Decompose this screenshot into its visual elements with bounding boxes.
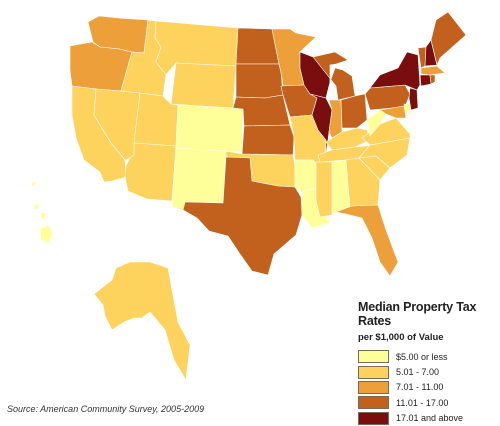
state-OH [340, 93, 368, 129]
state-HI [30, 181, 54, 244]
legend-swatch [358, 396, 389, 410]
state-SD [235, 63, 284, 99]
legend-swatch [358, 380, 389, 394]
state-MA [420, 65, 446, 76]
legend-label: 17.01 and above [396, 413, 464, 424]
state-MS [315, 161, 333, 218]
state-FL [335, 204, 399, 277]
state-AR [294, 159, 319, 193]
map-legend: Median Property Tax Rates per $1,000 of … [358, 300, 498, 426]
state-WY [170, 62, 237, 109]
state-NM [171, 147, 227, 211]
legend-label: 11.01 - 17.00 [396, 397, 449, 408]
legend-swatch [358, 365, 389, 379]
legend-label: 5.01 - 7.00 [396, 367, 440, 378]
state-CO [175, 104, 244, 153]
legend-title: Median Property Tax Rates [358, 300, 477, 328]
legend-item: 7.01 - 11.00 [358, 380, 498, 395]
legend-label: $5.00 or less [396, 351, 448, 362]
state-ME [430, 11, 467, 66]
source-note: Source: American Community Survey, 2005-… [7, 404, 205, 414]
legend-swatch [358, 411, 389, 425]
state-CT [419, 74, 432, 87]
state-TX [182, 156, 303, 276]
legend-swatch [358, 350, 389, 364]
legend-item: $5.00 or less [358, 349, 498, 364]
legend-subtitle: per $1,000 of Value [358, 332, 444, 343]
state-WV [366, 109, 387, 137]
state-MD [379, 105, 407, 119]
legend-list: $5.00 or less 5.01 - 7.00 7.01 - 11.00 1… [358, 349, 498, 426]
state-IN [328, 99, 343, 139]
legend-item: 11.01 - 17.00 [358, 395, 498, 410]
state-IL [309, 93, 333, 157]
state-RI [429, 74, 436, 85]
state-ND [235, 27, 280, 65]
state-NJ [408, 87, 419, 111]
state-AK [93, 261, 191, 381]
state-KS [241, 124, 295, 156]
legend-item: 5.01 - 7.00 [358, 364, 498, 379]
legend-label: 7.01 - 11.00 [396, 382, 444, 393]
state-NY [369, 51, 421, 91]
legend-item: 17.01 and above [358, 411, 498, 426]
